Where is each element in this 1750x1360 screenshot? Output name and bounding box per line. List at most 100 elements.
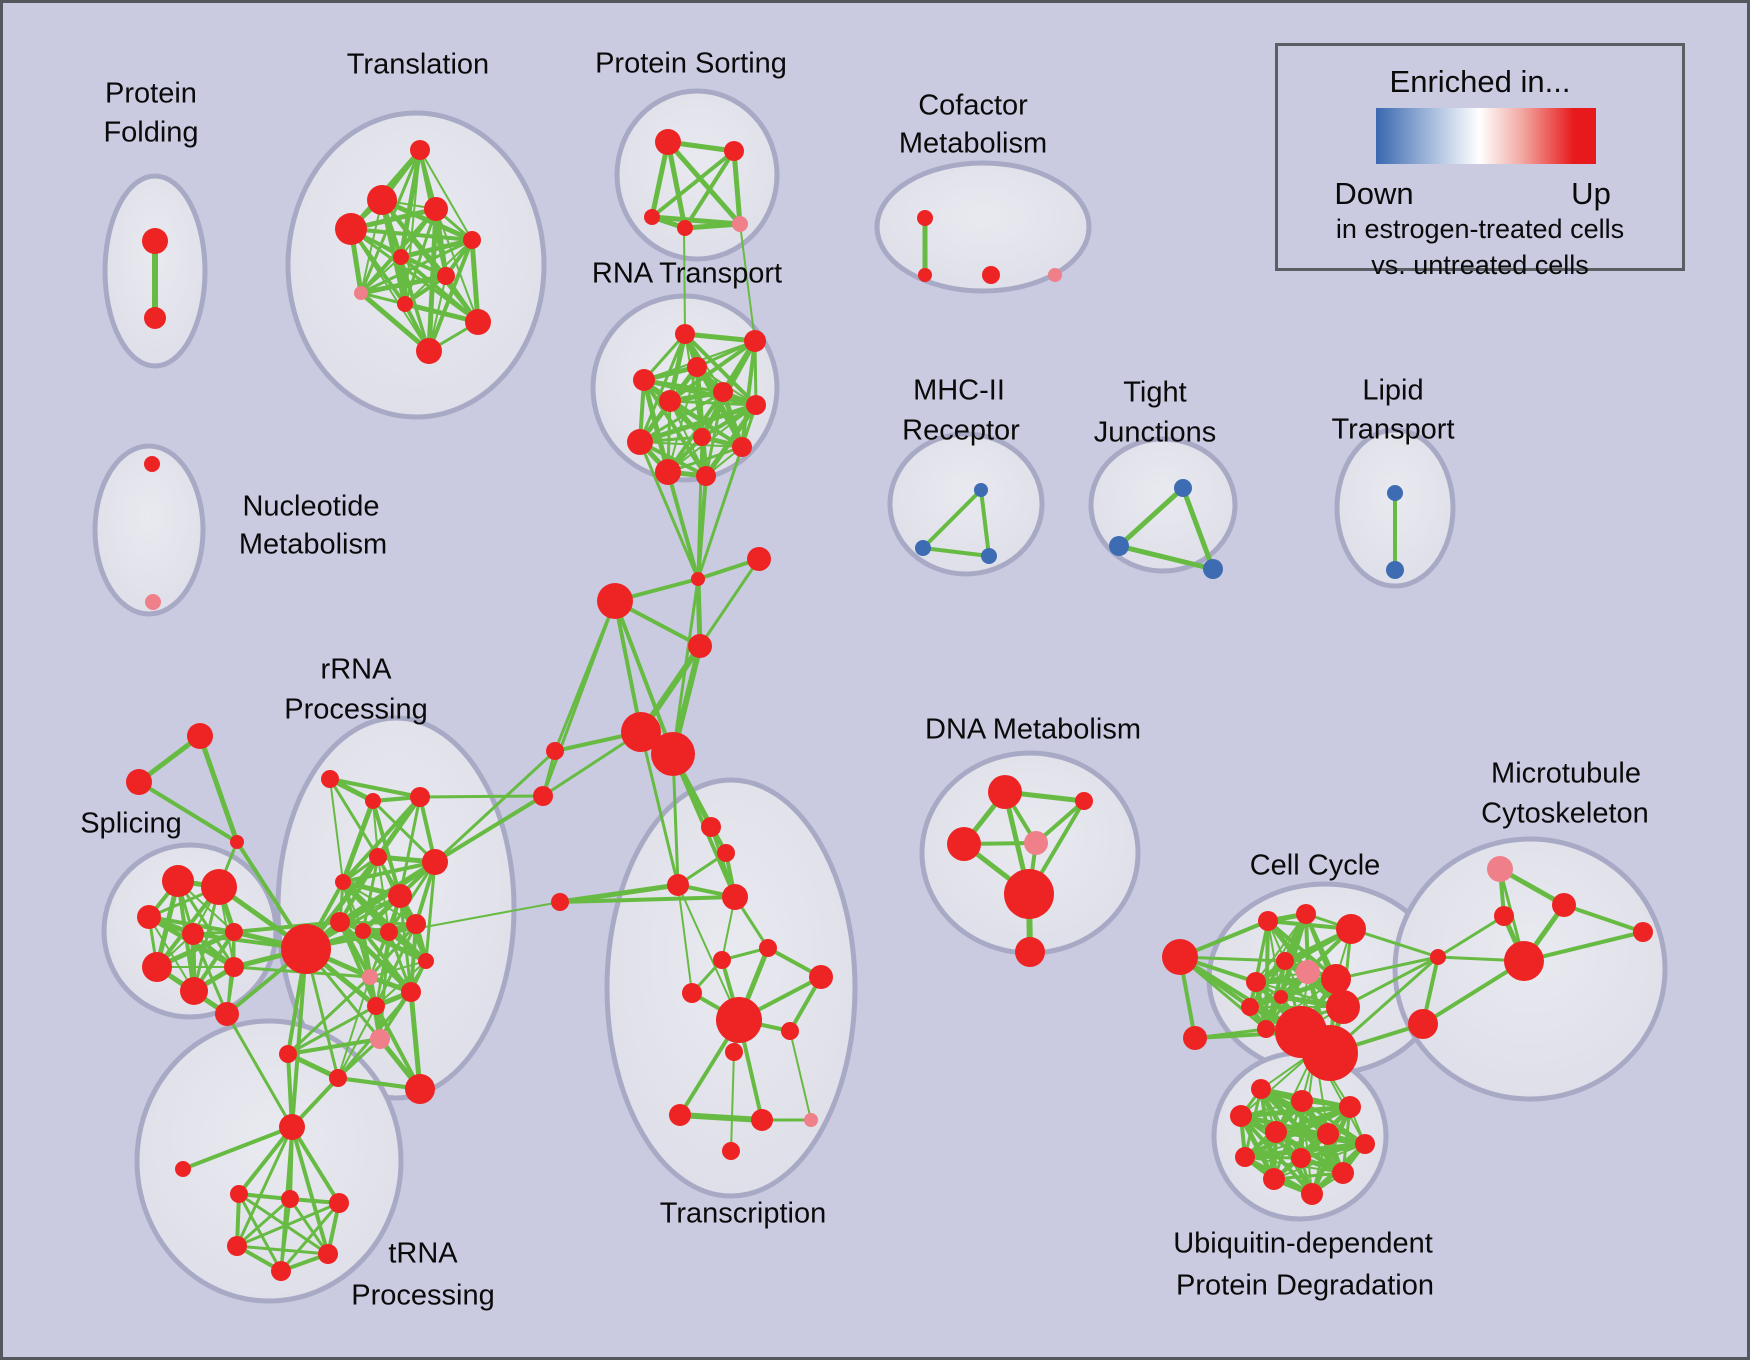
gene-set-node (1291, 1090, 1313, 1112)
legend-up-label: Up (1571, 176, 1611, 211)
gene-set-node (406, 914, 426, 934)
protein-folding-label: Protein (105, 78, 197, 110)
mhc-ii-receptor-label: Receptor (902, 415, 1020, 447)
rna-transport-edge (666, 445, 744, 474)
transcription-label: Transcription (660, 1198, 827, 1230)
gene-set-node (162, 865, 194, 897)
cell-cycle-edge (1248, 959, 1287, 1009)
translation-edge (469, 237, 481, 325)
cofactor-metabolism-label: Cofactor (918, 90, 1028, 122)
cofactor-metabolism-label: Metabolism (899, 128, 1047, 160)
inter-cluster-edge (666, 470, 700, 581)
gene-set-node (335, 213, 367, 245)
gene-set-node (713, 382, 733, 402)
tight-junctions-label: Junctions (1094, 417, 1217, 449)
splicing-triangle-edge (137, 780, 239, 844)
protein-sorting-edge (650, 149, 736, 219)
gene-set-node (716, 997, 762, 1043)
inter-cluster-edge (232, 920, 342, 934)
protein-sorting-edge (682, 221, 743, 231)
rrna-processing-edge (286, 1004, 378, 1056)
gene-set-node (988, 775, 1022, 809)
central-backbone-edge (698, 557, 761, 648)
splicing-edge (176, 879, 236, 969)
gene-set-node (410, 140, 430, 160)
gene-set-node (781, 1022, 799, 1040)
gene-set-node (621, 712, 661, 752)
rna-transport-edge (740, 339, 757, 449)
rrna-processing-edge (374, 922, 418, 1008)
inter-cluster-edge (1341, 955, 1440, 1009)
gene-set-node (1494, 906, 1514, 926)
central-backbone-edge (613, 599, 643, 734)
gene-set-node (1386, 561, 1404, 579)
trna-processing-edge (235, 1197, 292, 1248)
gene-set-node (142, 228, 168, 254)
trna-processing-edge (237, 1125, 294, 1196)
gene-set-node (1332, 1162, 1354, 1184)
gene-set-node (281, 1190, 299, 1208)
gene-set-node (1355, 1134, 1375, 1154)
transcription-edge (789, 1030, 812, 1121)
tight-junctions-edge (1116, 543, 1216, 572)
gene-set-node (533, 786, 553, 806)
cell-cycle-edge (1178, 955, 1268, 1031)
rna-transport-label: RNA Transport (592, 258, 782, 290)
rrna-processing-edge (337, 976, 371, 1079)
gene-set-node (1235, 1147, 1255, 1167)
rrna-processing-edge (286, 1037, 382, 1056)
transcription-edge (677, 884, 693, 994)
gene-set-node (1387, 485, 1403, 501)
gene-set-node (1274, 990, 1288, 1004)
gene-set-node (981, 548, 997, 564)
legend-title: Enriched in... (1389, 64, 1571, 99)
gene-set-node (145, 594, 161, 610)
translation-edge (360, 199, 383, 294)
gene-set-node (667, 874, 689, 896)
gene-set-node (1552, 893, 1576, 917)
enrichment-map-canvas: Protein Folding Translation Protein Sorting… (80, 48, 1668, 1312)
rna-transport-edge (641, 377, 671, 475)
gene-set-node (918, 268, 932, 282)
gene-set-node (713, 951, 731, 969)
gene-set-node (393, 249, 409, 265)
inter-cluster-edge (739, 223, 756, 342)
gene-set-node (1183, 1026, 1207, 1050)
gene-set-node (722, 1142, 740, 1160)
gene-set-node (215, 1002, 239, 1026)
gene-set-node (329, 1069, 347, 1087)
gene-set-node (1251, 1079, 1271, 1099)
rrna-processing-edge (285, 1051, 341, 1081)
gene-set-node (1203, 559, 1223, 579)
gene-set-node (1633, 922, 1653, 942)
rna-transport-edge (704, 390, 725, 478)
rna-transport-edge (642, 378, 708, 478)
nucleotide-metabolism-label: Metabolism (239, 529, 387, 561)
gene-set-node (669, 1104, 691, 1126)
gene-set-node (1326, 990, 1360, 1024)
cell-cycle-edge (1255, 913, 1307, 983)
inter-cluster-edge (433, 749, 557, 864)
gene-set-node (1408, 1009, 1438, 1039)
rrna-processing-edge (369, 960, 427, 978)
gene-set-node (329, 1193, 349, 1213)
gene-set-node (230, 835, 244, 849)
rrna-processing-edge (387, 930, 413, 994)
protein-sorting-edge (665, 139, 688, 231)
gene-set-node (597, 583, 633, 619)
gene-set-node (225, 923, 243, 941)
gene-set-node (126, 769, 152, 795)
gene-set-node (633, 369, 655, 391)
trna-processing-edge (181, 1125, 294, 1171)
gene-set-node (362, 969, 378, 985)
inter-cluster-edge (418, 794, 545, 799)
gene-set-node (405, 1074, 435, 1104)
gene-set-node (380, 923, 398, 941)
rna-transport-edge (638, 332, 687, 444)
gene-set-node (1174, 479, 1192, 497)
gene-set-node (693, 428, 711, 446)
translation-edge (398, 237, 475, 260)
trna-processing-edge (235, 1125, 294, 1248)
rrna-processing-edge (341, 860, 437, 884)
ubiquitin-degradation-edge (1238, 1104, 1353, 1119)
